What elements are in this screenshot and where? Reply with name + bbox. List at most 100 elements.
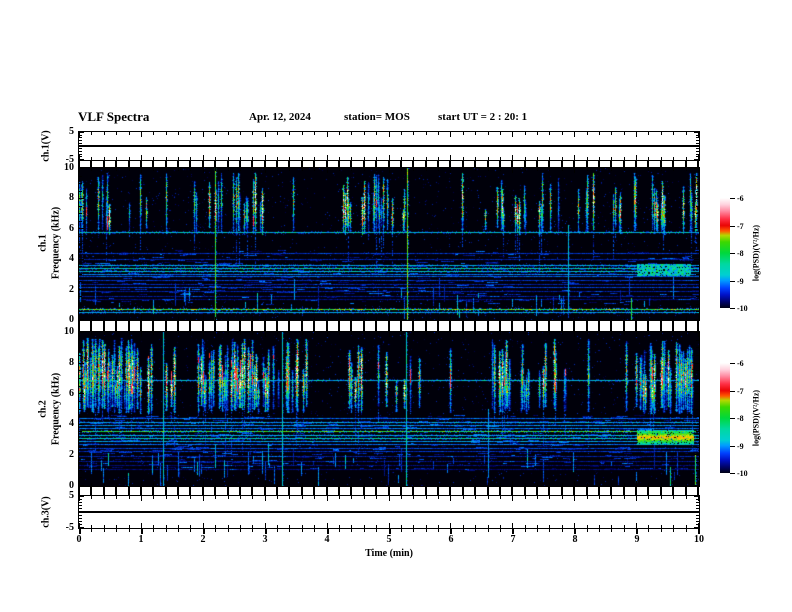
tick-mark (401, 317, 402, 320)
tick-mark (228, 496, 229, 499)
tick-mark (79, 289, 84, 290)
tick-mark (599, 332, 600, 335)
tick-mark (549, 317, 550, 320)
tick-mark (338, 487, 340, 495)
tick-mark (313, 321, 315, 331)
colorbar-tick-label: -8 (737, 414, 744, 423)
tick-mark (351, 483, 352, 486)
tick-mark (487, 161, 489, 167)
tick-mark (239, 161, 241, 167)
tick-mark (697, 321, 699, 331)
tick-mark (129, 496, 130, 499)
tick-mark (314, 157, 315, 160)
tick-mark (214, 161, 216, 167)
tick-mark (165, 321, 167, 331)
tick-mark (128, 321, 130, 331)
tick-mark (624, 168, 625, 171)
tick-mark (610, 487, 612, 495)
tick-mark (562, 132, 563, 135)
tick-mark (104, 483, 105, 486)
tick-mark (574, 529, 576, 534)
tick-mark (178, 317, 179, 320)
tick-mark (214, 321, 216, 331)
tick-mark (500, 132, 501, 135)
tick-mark (624, 529, 625, 532)
tick-mark (696, 401, 699, 402)
tick-mark (661, 168, 662, 171)
tick-mark (228, 168, 229, 171)
tick-mark (152, 161, 154, 167)
tick-mark (178, 157, 179, 160)
tick-mark (623, 161, 625, 167)
tick-mark (376, 496, 377, 499)
tick-mark (288, 321, 290, 331)
tick-mark (79, 496, 80, 501)
ch1v-tick-label: 5 (69, 126, 74, 137)
tick-mark (647, 487, 649, 495)
tick-mark (265, 523, 266, 528)
tick-mark (696, 409, 699, 410)
tick-mark (696, 151, 699, 152)
tick-mark (500, 332, 501, 335)
tick-mark (696, 140, 699, 141)
tick-mark (573, 161, 575, 167)
tick-mark (302, 132, 303, 135)
tick-mark (400, 161, 402, 167)
tick-mark (475, 332, 476, 335)
tick-mark (103, 161, 105, 167)
tick-mark (264, 161, 266, 167)
tick-mark (79, 154, 82, 155)
tick-mark (314, 529, 315, 532)
tick-mark (661, 483, 662, 486)
tick-mark (389, 481, 390, 486)
tick-mark (141, 168, 142, 173)
tick-mark (696, 355, 699, 356)
tick-mark (694, 132, 699, 133)
tick-mark (488, 529, 489, 532)
tick-mark (412, 161, 414, 167)
tick-mark (648, 529, 649, 532)
tick-mark (574, 332, 575, 337)
tick-mark (587, 157, 588, 160)
tick-mark (425, 321, 427, 331)
tick-mark (624, 525, 625, 528)
tick-mark (289, 483, 290, 486)
tick-mark (549, 483, 550, 486)
tick-mark (79, 529, 81, 534)
tick-mark (648, 525, 649, 528)
tick-mark (388, 487, 390, 495)
tick-mark (301, 487, 303, 495)
tick-mark (79, 137, 82, 138)
tick-mark (686, 317, 687, 320)
tick-mark (694, 289, 699, 290)
tick-mark (79, 206, 82, 207)
tick-mark (694, 527, 699, 528)
tick-mark (153, 525, 154, 528)
tick-mark (500, 157, 501, 160)
tick-mark (166, 483, 167, 486)
tick-mark (488, 525, 489, 528)
tick-mark (488, 168, 489, 171)
tick-mark (537, 496, 538, 499)
tick-mark (203, 155, 204, 160)
tick-mark (91, 168, 92, 171)
tick-mark (696, 221, 699, 222)
tick-mark (128, 161, 130, 167)
tick-mark (525, 525, 526, 528)
tick-mark (79, 386, 82, 387)
tick-mark (141, 496, 142, 501)
tick-mark (289, 332, 290, 335)
tick-mark (673, 317, 674, 320)
tick-mark (265, 315, 266, 320)
tick-mark (152, 487, 154, 495)
tick-mark (79, 401, 82, 402)
tick-mark (413, 157, 414, 160)
tick-mark (140, 321, 142, 331)
tick-mark (79, 156, 82, 157)
tick-mark (103, 487, 105, 495)
tick-mark (698, 315, 699, 320)
tick-mark (449, 161, 451, 167)
tick-mark (90, 321, 92, 331)
tick-mark (351, 332, 352, 335)
tick-mark (611, 525, 612, 528)
